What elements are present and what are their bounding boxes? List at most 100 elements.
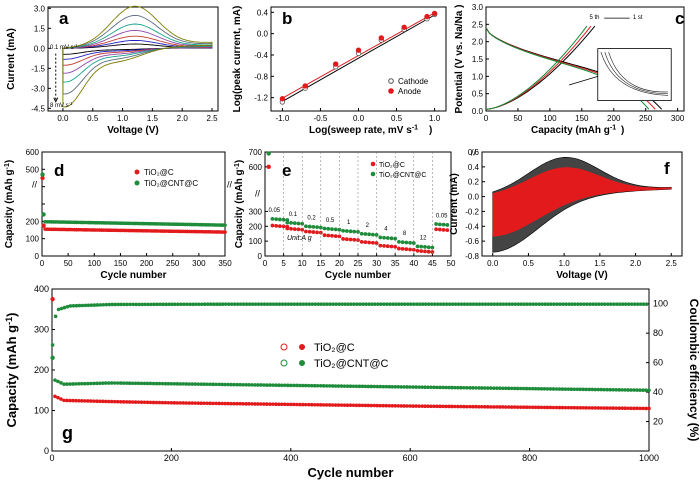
data-point — [341, 237, 346, 241]
y-tick-label: 0 — [258, 252, 263, 261]
ce-point — [561, 302, 565, 306]
ce-point — [480, 302, 485, 306]
data-point — [620, 406, 624, 411]
data-point — [393, 236, 398, 241]
data-point — [202, 382, 207, 387]
data-point — [154, 400, 159, 405]
data-point — [268, 402, 272, 406]
ce-point — [68, 304, 73, 308]
data-point — [304, 229, 308, 234]
ce-point — [525, 302, 530, 306]
data-point — [623, 406, 627, 411]
data-point — [124, 381, 129, 385]
data-point — [402, 385, 407, 389]
y-tick-label: 100 — [34, 406, 49, 416]
data-point — [367, 232, 372, 237]
data-point — [157, 381, 162, 386]
data-point — [281, 224, 286, 229]
ce-point — [582, 302, 586, 306]
data-point — [533, 386, 538, 391]
data-point — [322, 233, 327, 238]
data-point — [265, 402, 269, 406]
cv-curve — [62, 5, 213, 108]
rate-label: 8 — [403, 231, 407, 237]
ce-point — [143, 302, 147, 307]
legend-label: TiO₂@CNT@C — [144, 179, 198, 188]
data-point — [441, 404, 445, 409]
x-axis-title: Cycle number — [100, 270, 166, 281]
ce-point — [217, 302, 222, 306]
data-point — [297, 383, 302, 388]
panel-e: 0 5 10 15 20 25 30 35 40 45 50 0 100 200 300 600 700 0.05… — [234, 148, 456, 281]
ce-point — [597, 302, 601, 306]
x-tick-label: 2.5 — [206, 114, 218, 123]
data-point — [575, 387, 580, 392]
data-point — [453, 404, 457, 409]
data-point — [262, 383, 266, 387]
ce-point — [441, 302, 446, 306]
x-tick-label: 600 — [403, 453, 418, 463]
ce-point — [164, 302, 168, 307]
annotation-cycle1: 1 st — [633, 15, 643, 21]
data-point — [291, 402, 296, 407]
x-tick-label: 0.0 — [353, 114, 365, 123]
data-point — [635, 406, 639, 411]
data-point — [121, 381, 126, 385]
ce-point — [253, 302, 258, 306]
ce-point — [611, 302, 616, 306]
data-point — [103, 399, 108, 404]
ce-point — [382, 302, 386, 306]
data-point — [554, 405, 559, 410]
ce-point — [113, 302, 118, 307]
data-point — [462, 404, 466, 409]
data-point — [419, 249, 424, 253]
x-tick-label: 250 — [166, 259, 180, 268]
legend-marker — [370, 161, 376, 167]
ce-point — [343, 302, 347, 306]
ce-point — [474, 302, 479, 306]
data-point — [220, 382, 224, 387]
ce-point — [540, 302, 544, 306]
data-point — [356, 230, 360, 234]
ce-point — [355, 302, 359, 306]
data-point — [163, 381, 168, 386]
x-tick-label: 0.5 — [87, 114, 99, 123]
ce-point — [310, 302, 315, 306]
data-point — [629, 388, 633, 392]
ce-point — [600, 302, 604, 306]
ce-point — [158, 302, 162, 307]
data-point — [270, 223, 275, 228]
ce-point — [56, 307, 61, 312]
data-point — [285, 226, 290, 231]
data-point — [415, 244, 420, 249]
data-point — [389, 244, 394, 249]
ce-point — [128, 302, 133, 307]
x-tick-label: 0 — [484, 114, 489, 123]
y2-tick-label: 20 — [653, 417, 663, 427]
ce-point — [304, 302, 309, 306]
x-tick-label: 1000 — [639, 453, 659, 463]
ce-point — [444, 302, 449, 306]
y2-axis-title: Coulombic efficiency (%) — [687, 299, 700, 442]
data-point — [118, 381, 123, 385]
ce-point — [262, 302, 267, 306]
ce-point — [134, 302, 138, 307]
data-point — [83, 381, 87, 386]
x-tick-label: 250 — [639, 114, 653, 123]
data-point — [333, 403, 338, 407]
data-point — [605, 387, 610, 392]
data-point — [626, 406, 630, 411]
data-point — [309, 383, 314, 388]
ce-point — [250, 302, 255, 306]
ce-point — [185, 302, 189, 307]
ce-point — [95, 303, 100, 307]
data-point — [587, 387, 592, 392]
panel-label: c — [675, 9, 684, 28]
legend-label: Cathode — [398, 77, 429, 86]
data-point — [644, 388, 648, 393]
data-point — [318, 383, 323, 388]
data-point — [322, 226, 327, 231]
data-point — [357, 384, 362, 389]
data-point — [415, 248, 420, 253]
data-point — [381, 403, 386, 408]
